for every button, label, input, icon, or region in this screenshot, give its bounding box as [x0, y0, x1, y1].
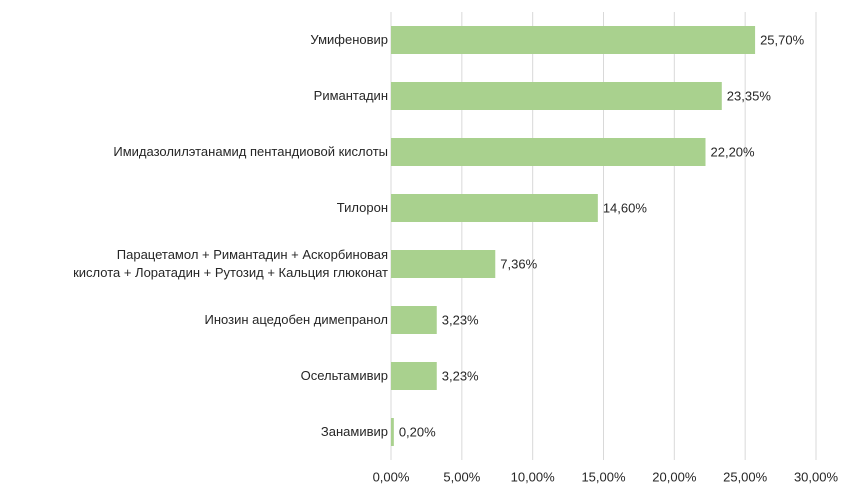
y-tick-label: Имидазолилэтанамид пентандиовой кислоты: [113, 144, 388, 159]
x-tick-label: 30,00%: [794, 469, 839, 484]
bar: [391, 26, 756, 54]
data-label: 25,70%: [760, 32, 805, 47]
bar: [391, 250, 496, 278]
x-tick-label: 15,00%: [581, 469, 626, 484]
bar: [391, 306, 437, 334]
y-tick-label: Тилорон: [336, 200, 388, 215]
bar: [391, 82, 722, 110]
x-tick-label: 5,00%: [443, 469, 480, 484]
y-tick-label: Инозин ацедобен димепранол: [204, 312, 388, 327]
data-label: 23,35%: [727, 88, 772, 103]
bar: [391, 194, 598, 222]
y-tick-label: Умифеновир: [310, 32, 388, 47]
data-label: 3,23%: [442, 368, 479, 383]
x-tick-label: 25,00%: [723, 469, 768, 484]
data-label: 7,36%: [500, 256, 537, 271]
x-tick-label: 20,00%: [652, 469, 697, 484]
data-label: 14,60%: [603, 200, 648, 215]
bar: [391, 138, 706, 166]
data-label: 0,20%: [399, 424, 436, 439]
x-tick-label: 0,00%: [373, 469, 410, 484]
x-tick-label: 10,00%: [511, 469, 556, 484]
bar: [391, 418, 394, 446]
y-tick-label: Парацетамол + Римантадин + Аскорбиновая …: [73, 247, 388, 280]
y-tick-label: Римантадин: [313, 88, 388, 103]
data-label: 3,23%: [442, 312, 479, 327]
data-label: 22,20%: [711, 144, 756, 159]
bar: [391, 362, 437, 390]
y-tick-label: Осельтамивир: [300, 368, 388, 383]
y-tick-label: Занамивир: [320, 424, 388, 439]
